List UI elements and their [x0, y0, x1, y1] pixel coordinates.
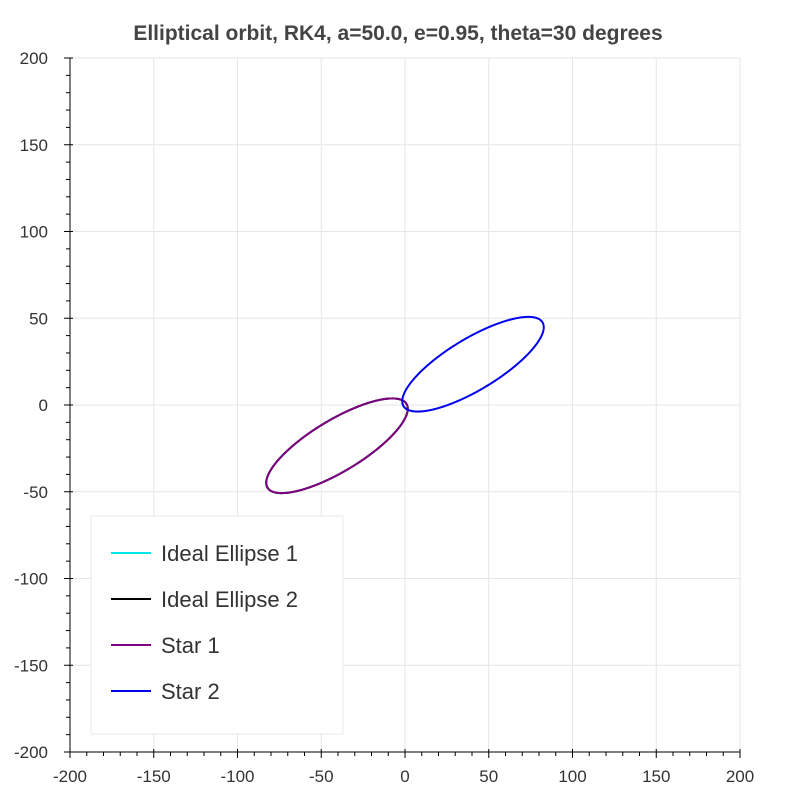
- x-tick-label: 100: [558, 767, 586, 786]
- x-tick-label: 200: [726, 767, 754, 786]
- y-tick-label: -200: [14, 743, 48, 762]
- chart-title: Elliptical orbit, RK4, a=50.0, e=0.95, t…: [133, 22, 662, 45]
- series-line-star-1: [265, 397, 409, 495]
- legend-label-star-2: Star 2: [161, 679, 220, 704]
- x-tick-label: -150: [137, 767, 171, 786]
- legend: Ideal Ellipse 1 Ideal Ellipse 2 Star 1 Star…: [90, 515, 344, 735]
- x-tick-label: 50: [479, 767, 498, 786]
- x-tick-label: -200: [53, 767, 87, 786]
- y-tick-label: 150: [20, 136, 48, 155]
- y-tick-label: 50: [29, 309, 48, 328]
- x-tick-label: -100: [220, 767, 254, 786]
- legend-label-star-1: Star 1: [161, 633, 220, 658]
- x-tick-label: -50: [309, 767, 334, 786]
- legend-label-ideal-ellipse-1: Ideal Ellipse 1: [161, 541, 298, 566]
- y-tick-label: -50: [23, 483, 48, 502]
- y-tick-label: 200: [20, 49, 48, 68]
- axes: -200 -150 -100 -50 0 50 100 150 200 -200 -150 -100 -…: [14, 49, 754, 786]
- legend-label-ideal-ellipse-2: Ideal Ellipse 2: [161, 587, 298, 612]
- series-line-ideal-ellipse-1: [265, 397, 409, 495]
- y-tick-label: 100: [20, 223, 48, 242]
- x-tick-label: 0: [400, 767, 409, 786]
- y-tick-label: -100: [14, 570, 48, 589]
- series-line-star-2: [401, 315, 545, 413]
- series-layer: [265, 315, 545, 495]
- x-tick-label: 150: [642, 767, 670, 786]
- y-tick-label: -150: [14, 656, 48, 675]
- y-tick-label: 0: [39, 396, 48, 415]
- series-line-ideal-ellipse-2: [265, 397, 409, 495]
